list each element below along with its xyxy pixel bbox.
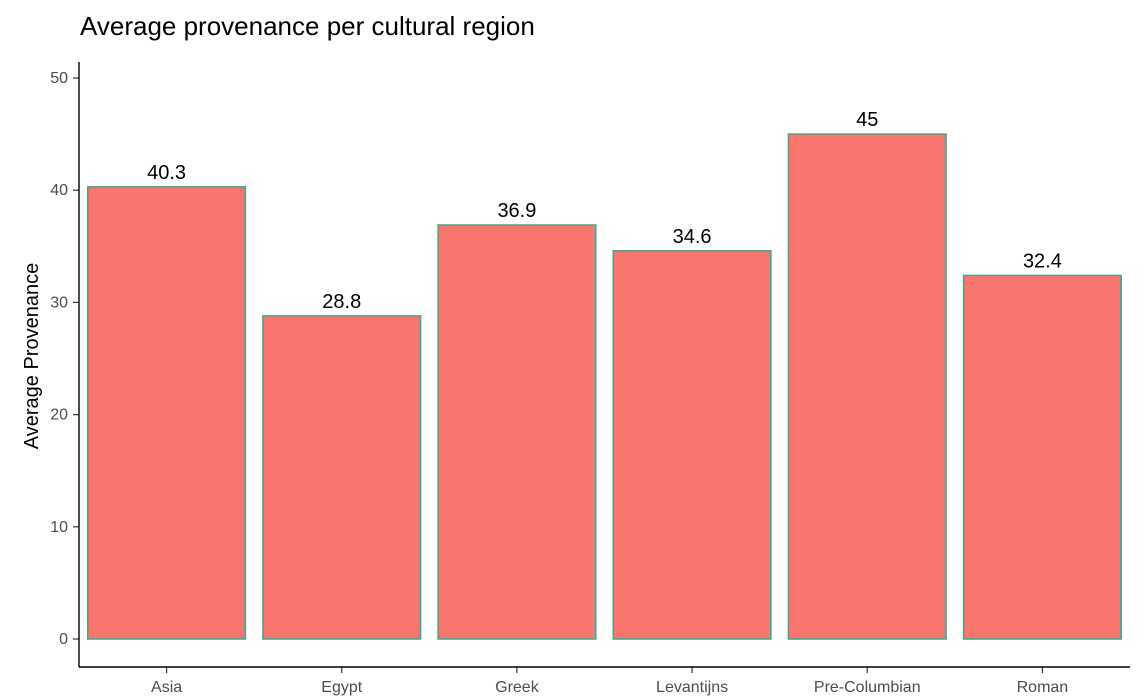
y-tick-label: 30 — [50, 294, 68, 311]
x-tick-label: Levantijns — [656, 679, 728, 696]
data-label: 28.8 — [322, 291, 361, 313]
data-label: 40.3 — [147, 162, 186, 184]
x-tick-label: Roman — [1017, 679, 1069, 696]
y-axis-title: Average Provenance — [21, 263, 43, 449]
x-axis-ticks: Asia Egypt Greek Levantijns Pre-Columbian Rom… — [151, 667, 1068, 696]
data-label: 34.6 — [673, 226, 712, 248]
bars-group — [87, 133, 1122, 640]
bar-levantijns — [612, 250, 772, 640]
y-tick-label: 10 — [50, 519, 68, 536]
x-tick-label: Greek — [495, 679, 540, 696]
y-tick-label: 40 — [50, 182, 68, 199]
data-labels-group: 40.3 28.8 36.9 34.6 45 32.4 — [147, 109, 1062, 313]
bar-egypt — [262, 315, 422, 640]
chart-title: Average provenance per cultural region — [80, 11, 535, 41]
bar-roman — [962, 274, 1122, 640]
y-axis-ticks: 0 10 20 30 40 50 — [50, 70, 79, 648]
data-label: 45 — [856, 109, 878, 131]
data-label: 36.9 — [497, 200, 536, 222]
x-tick-label: Pre-Columbian — [814, 679, 921, 696]
y-tick-label: 0 — [59, 631, 68, 648]
bar-pre-columbian — [787, 133, 947, 640]
bar-greek — [437, 224, 597, 640]
x-tick-label: Egypt — [321, 679, 362, 696]
y-tick-label: 20 — [50, 407, 68, 424]
x-tick-label: Asia — [151, 679, 182, 696]
bar-asia — [87, 186, 247, 640]
data-label: 32.4 — [1023, 250, 1062, 272]
y-tick-label: 50 — [50, 70, 68, 87]
